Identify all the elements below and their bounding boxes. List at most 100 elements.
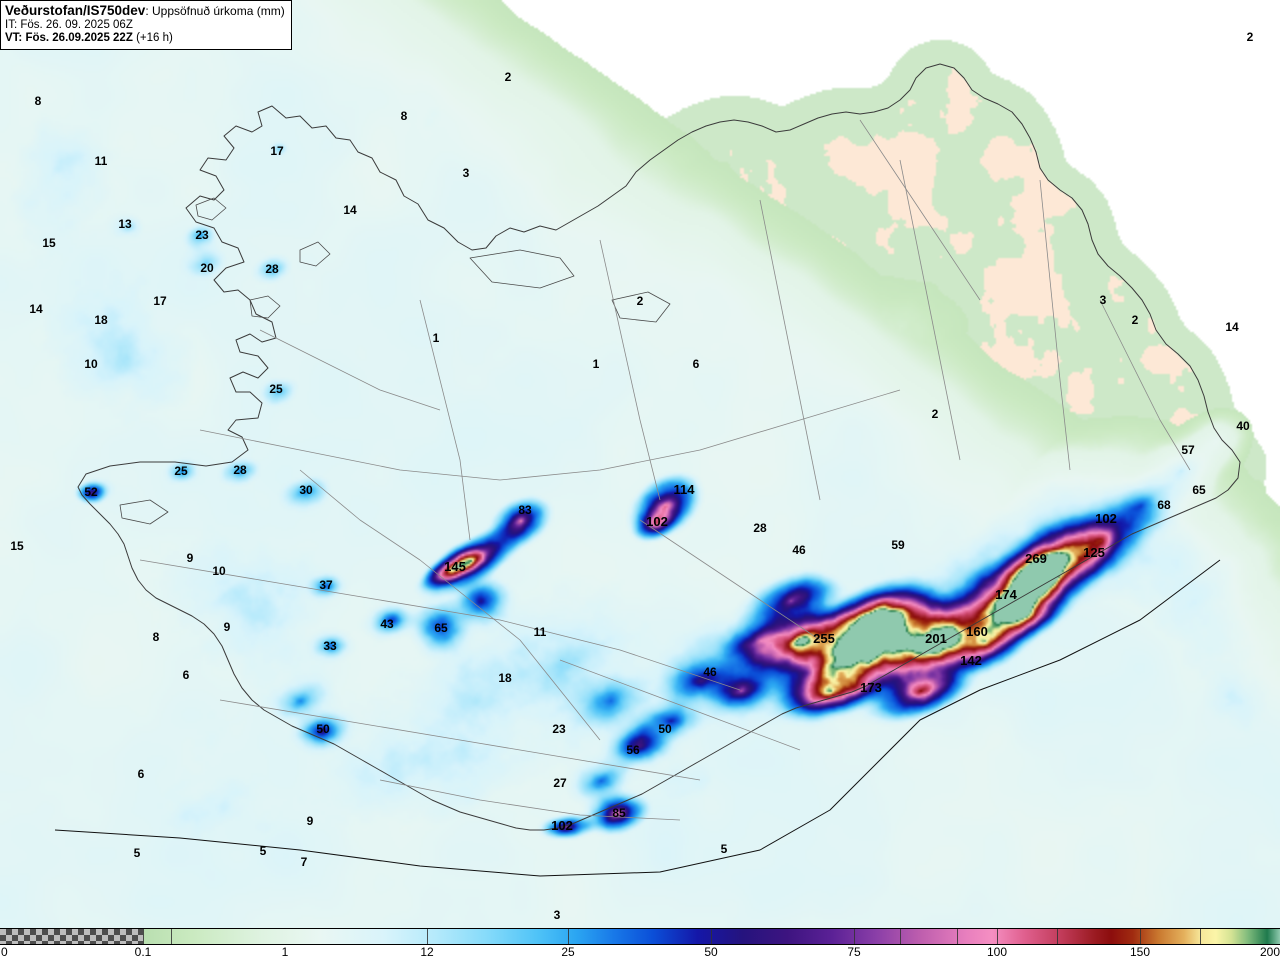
precip-value-label: 50 (658, 722, 672, 736)
precip-value-label: 142 (960, 653, 982, 668)
precip-value-label: 1 (592, 357, 600, 371)
precipitation-field-canvas (0, 0, 1280, 928)
precip-value-label: 15 (42, 236, 56, 250)
precip-value-label: 18 (94, 313, 108, 327)
colorbar-tick (854, 929, 855, 944)
precip-value-label: 1 (432, 331, 440, 345)
precip-value-label: 37 (319, 578, 333, 592)
precip-value-label: 5 (259, 844, 267, 858)
precip-value-label: 28 (753, 521, 767, 535)
precip-value-label: 28 (265, 262, 279, 276)
precip-value-label: 2 (1246, 30, 1254, 44)
precip-value-label: 102 (1095, 511, 1117, 526)
colorbar-label: 0 (1, 945, 8, 959)
colorbar-label: 1 (281, 945, 289, 959)
precip-value-label: 2 (504, 70, 512, 84)
precip-value-label: 8 (400, 109, 408, 123)
precip-value-label: 43 (380, 617, 394, 631)
colorbar-label: 150 (1129, 945, 1151, 959)
precip-value-label: 173 (860, 680, 882, 695)
colorbar-label: 0.1 (134, 945, 152, 959)
precip-value-label: 13 (118, 217, 132, 231)
precip-value-label: 145 (444, 559, 466, 574)
colorbar-tick (711, 929, 712, 944)
precip-value-label: 11 (94, 154, 108, 168)
precip-value-label: 14 (1225, 320, 1239, 334)
precip-value-label: 6 (692, 357, 700, 371)
precip-value-label: 23 (552, 722, 566, 736)
colorbar-tick (1140, 929, 1141, 944)
colorbar-tick (427, 929, 428, 944)
precip-value-label: 9 (306, 814, 314, 828)
colorbar-label: 50 (704, 945, 718, 959)
colorbar-tick-labels: 0 0.1 1 12 25 50 75 100 150 200 (0, 945, 1280, 960)
precip-value-label: 5 (133, 846, 141, 860)
precip-value-label: 17 (270, 144, 284, 158)
precip-value-label: 269 (1025, 551, 1047, 566)
precip-value-label: 7 (300, 855, 308, 869)
precip-value-label: 2 (636, 294, 644, 308)
precip-value-label: 255 (813, 631, 835, 646)
precip-value-label: 174 (995, 587, 1017, 602)
precip-value-label: 8 (34, 94, 42, 108)
precip-value-label: 14 (343, 203, 357, 217)
precip-value-label: 33 (323, 639, 337, 653)
precip-value-label: 25 (269, 382, 283, 396)
precip-value-label: 83 (518, 503, 532, 517)
precip-value-label: 46 (792, 543, 806, 557)
precip-value-label: 6 (137, 767, 145, 781)
precip-value-label: 65 (1192, 483, 1206, 497)
colorbar-label: 12 (420, 945, 434, 959)
precip-value-label: 10 (84, 357, 98, 371)
colorbar-label: 75 (847, 945, 861, 959)
title-line: Veðurstofan/IS750dev: Uppsöfnuð úrkoma (… (5, 3, 285, 19)
precip-value-label: 102 (646, 514, 668, 529)
precip-value-label: 9 (186, 551, 194, 565)
precip-value-label: 57 (1181, 443, 1195, 457)
precip-value-label: 125 (1083, 545, 1105, 560)
precip-value-label: 59 (891, 538, 905, 552)
precip-value-label: 2 (931, 407, 939, 421)
init-time: IT: Fös. 26. 09. 2025 06Z (5, 18, 133, 31)
precip-value-label: 102 (551, 818, 573, 833)
colorbar[interactable]: 0 0.1 1 12 25 50 75 100 150 200 (0, 928, 1280, 960)
precip-value-label: 10 (212, 564, 226, 578)
precip-value-label: 201 (925, 631, 947, 646)
colorbar-tick (997, 929, 998, 944)
precip-value-label: 27 (553, 776, 567, 790)
precip-value-label: 3 (462, 166, 470, 180)
precip-value-label: 6 (182, 668, 190, 682)
colorbar-label: 100 (986, 945, 1008, 959)
precip-value-label: 30 (299, 483, 313, 497)
precip-value-label: 46 (703, 665, 717, 679)
precip-value-label: 52 (84, 485, 98, 499)
colorbar-transparent-swatch (0, 929, 143, 944)
precipitation-map[interactable]: 8 11 17 14 13 23 15 20 28 14 17 18 10 25 2 8 3 2 1 1 6 2 3 2 14 2… (0, 0, 1280, 928)
colorbar-tick (900, 929, 901, 944)
field-description: : Uppsöfnuð úrkoma (mm) (145, 4, 285, 18)
model-name: Veðurstofan/IS750dev (5, 3, 146, 18)
map-title-box: Veðurstofan/IS750dev: Uppsöfnuð úrkoma (… (0, 0, 292, 51)
precip-value-label: 18 (498, 671, 512, 685)
colorbar-tick (171, 929, 172, 944)
colorbar-label: 200 (1259, 945, 1280, 959)
precip-value-label: 68 (1157, 498, 1171, 512)
precip-value-label: 25 (174, 464, 188, 478)
precip-value-label: 17 (153, 294, 167, 308)
precip-value-label: 3 (553, 908, 561, 922)
colorbar-strip[interactable] (0, 929, 1280, 945)
precip-value-label: 14 (29, 302, 43, 316)
valid-time: VT: Fös. 26.09.2025 22Z (5, 32, 133, 45)
colorbar-tick (1057, 929, 1058, 944)
precip-value-label: 15 (10, 539, 24, 553)
lead-time: (+16 h) (136, 32, 173, 45)
colorbar-tick (143, 929, 144, 944)
precip-value-label: 3 (1099, 293, 1107, 307)
colorbar-label: 25 (561, 945, 575, 959)
colorbar-tick (1200, 929, 1201, 944)
precip-value-label: 85 (612, 806, 626, 820)
precip-value-label: 5 (720, 842, 728, 856)
colorbar-tick (568, 929, 569, 944)
precip-value-label: 50 (316, 722, 330, 736)
